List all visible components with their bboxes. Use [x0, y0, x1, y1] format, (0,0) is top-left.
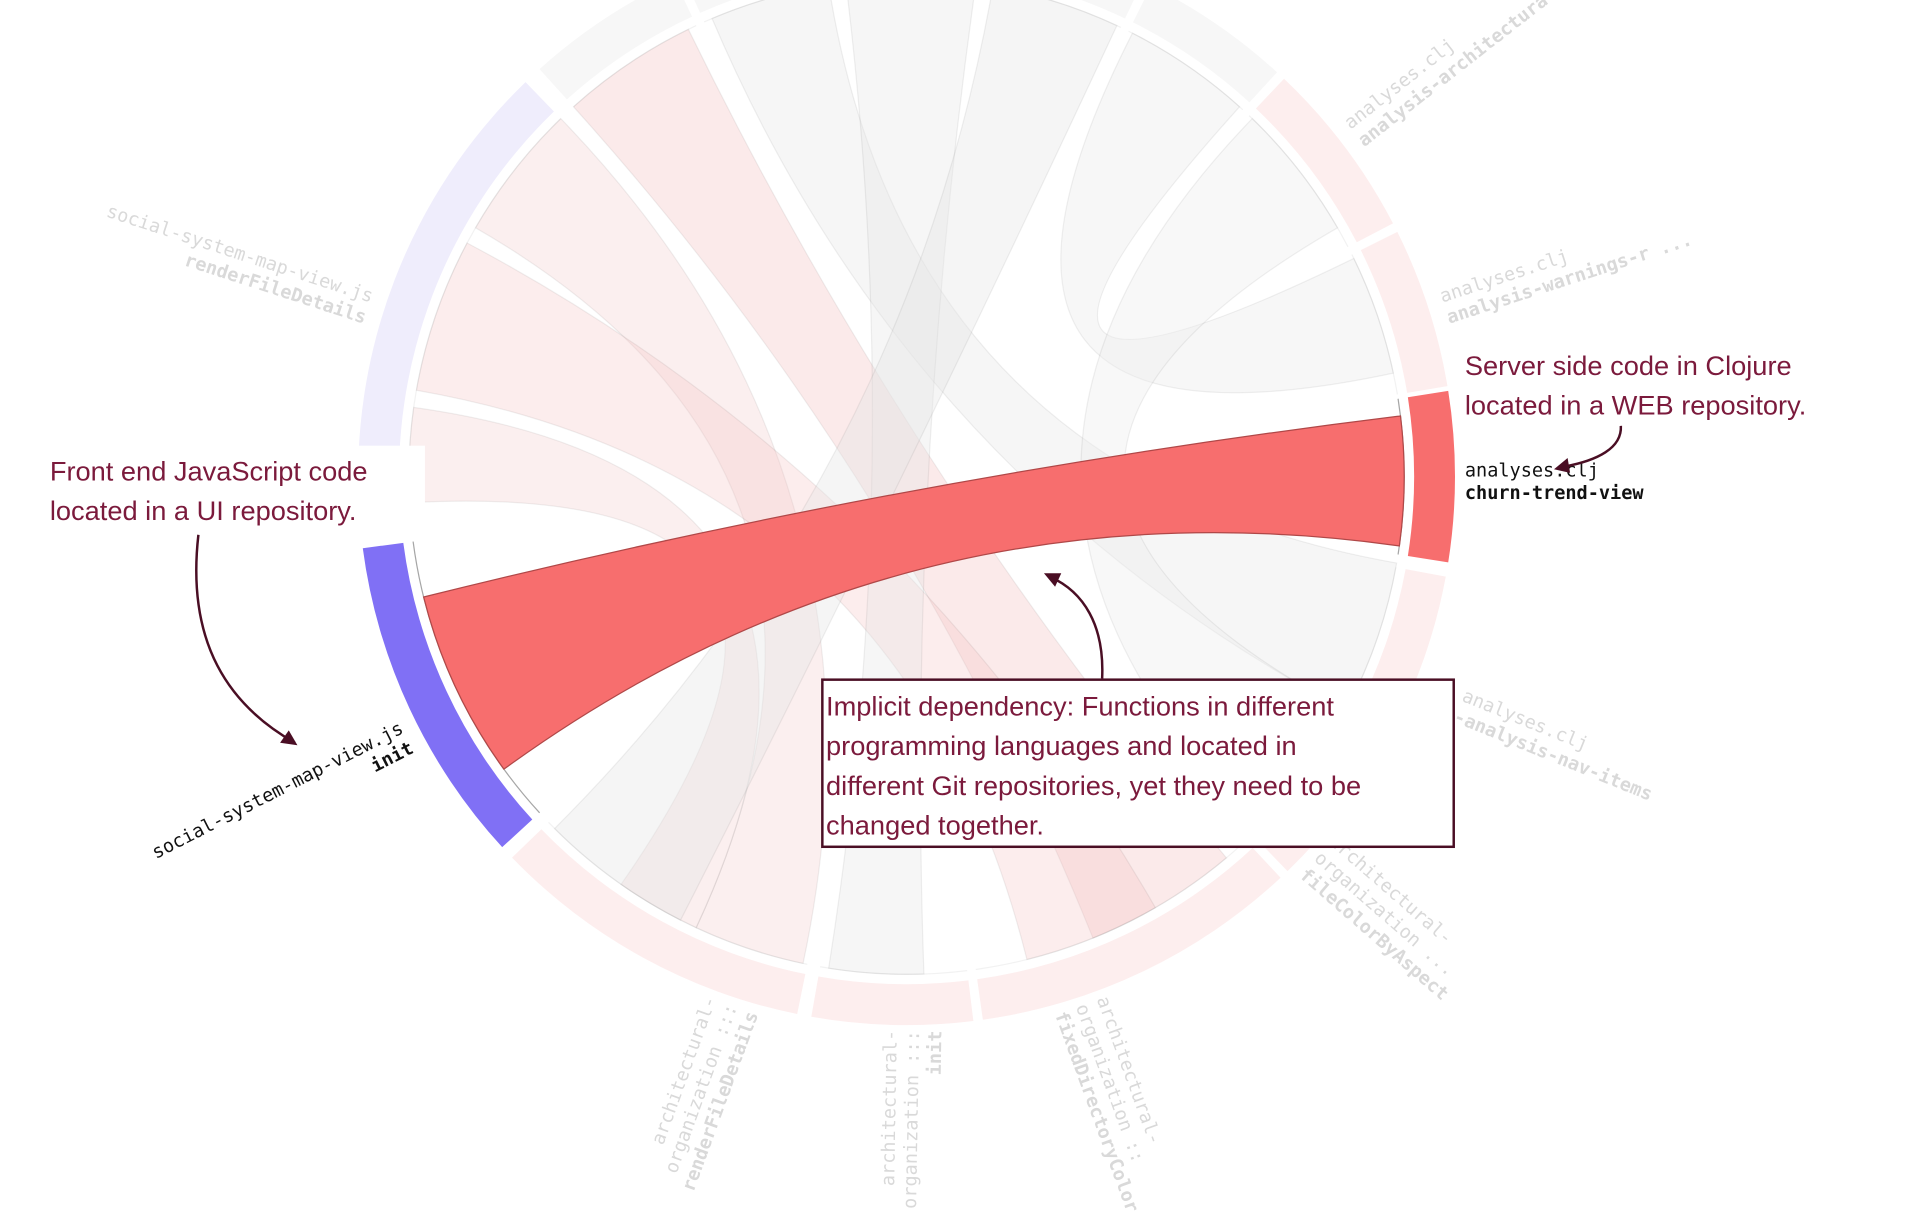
node-label[interactable]: architectural-organization ::fixedDirect… — [1050, 993, 1184, 1212]
annotation-server-text: Server side code in Clojure located in a… — [1465, 350, 1806, 421]
segment-inner-arc — [573, 25, 697, 108]
segment-inner-arc — [819, 966, 968, 975]
node-label[interactable]: social-system-map-view.jsrenderFileDetai… — [97, 201, 376, 328]
annotation-frontend-bg — [37, 445, 425, 530]
ring-segment[interactable] — [1360, 231, 1448, 393]
label-function: analysis-architectural- — [1354, 0, 1569, 151]
annotation-server: Server side code in Clojure located in a… — [1456, 346, 1853, 473]
annotation-line: located in a WEB repository. — [1465, 390, 1806, 421]
annotation-line: different Git repositories, yet they nee… — [826, 770, 1361, 801]
annotation-line: Front end JavaScript code — [50, 455, 368, 486]
annotation-frontend: Front end JavaScript code located in a U… — [37, 445, 425, 746]
annotation-implicit-box — [821, 678, 1455, 849]
arrowhead-icon — [1043, 573, 1062, 587]
ribbon-implicit-dependency[interactable] — [422, 415, 1405, 771]
annotation-line: Implicit dependency: Functions in differ… — [826, 691, 1334, 722]
ring-segment[interactable] — [1255, 78, 1393, 243]
segment-inner-arc — [703, 0, 766, 23]
segment-inner-arc — [1128, 30, 1244, 111]
label-file: social-system-map-view.js — [149, 718, 407, 863]
label-function: init — [925, 1030, 947, 1075]
ring-segment[interactable] — [977, 847, 1281, 1020]
ring-segment[interactable] — [362, 542, 533, 848]
node-label[interactable]: architectural-organization ...fileColorB… — [1295, 831, 1481, 1005]
node-label[interactable]: architectural-organization :::renderFile… — [636, 993, 763, 1194]
node-label[interactable]: architectural-organization ::: init — [878, 1030, 947, 1210]
label-file: social-system-map-view.js — [104, 201, 376, 307]
annotation-line: changed together. — [826, 809, 1044, 840]
annotation-implicit-text: Implicit dependency: Functions in differ… — [826, 691, 1369, 841]
ring-segment[interactable] — [512, 829, 806, 1015]
ring-segment[interactable] — [539, 0, 693, 100]
annotation-line: Server side code in Clojure — [1465, 350, 1792, 381]
segment-inner-arc — [975, 840, 1247, 971]
node-label[interactable]: analyses.cljanalysis-warnings-r ... — [1437, 208, 1695, 329]
label-file-line: organization ::: — [900, 1030, 924, 1209]
node-label[interactable]: analyses.clj-analysis-nav-items — [1451, 686, 1664, 806]
label-file-line: organization ... — [1310, 848, 1459, 981]
segment-inner-arc — [1047, 0, 1122, 28]
arrow-line — [1563, 425, 1623, 468]
annotation-line: programming languages and located in — [826, 730, 1297, 761]
label-file-line: architectural- — [878, 1030, 902, 1187]
ring-segment[interactable] — [683, 0, 831, 13]
arrow-line — [195, 534, 296, 744]
annotation-line: located in a UI repository. — [50, 495, 357, 526]
ring-segment[interactable] — [1133, 0, 1278, 103]
label-function: churn-trend-view — [1465, 483, 1644, 504]
ring-segment[interactable] — [1407, 390, 1455, 563]
arrowhead-icon — [280, 730, 298, 746]
annotation-server-bg — [1456, 346, 1853, 426]
ring-segment[interactable] — [811, 976, 974, 1026]
annotation-frontend-text: Front end JavaScript code located in a U… — [50, 455, 375, 526]
ribbon[interactable] — [553, 0, 1118, 921]
ribbon[interactable] — [1060, 32, 1395, 394]
arrow-line — [1049, 575, 1104, 679]
segment-inner-arc — [548, 821, 808, 965]
label-file: architectural-organization ::: — [878, 1030, 924, 1209]
arrowhead-icon — [1554, 458, 1571, 473]
ring-segment[interactable] — [990, 0, 1142, 19]
segment-inner-arc — [1248, 115, 1349, 248]
segment-inner-arc — [1351, 254, 1398, 395]
annotation-implicit: Implicit dependency: Functions in differ… — [821, 573, 1455, 849]
